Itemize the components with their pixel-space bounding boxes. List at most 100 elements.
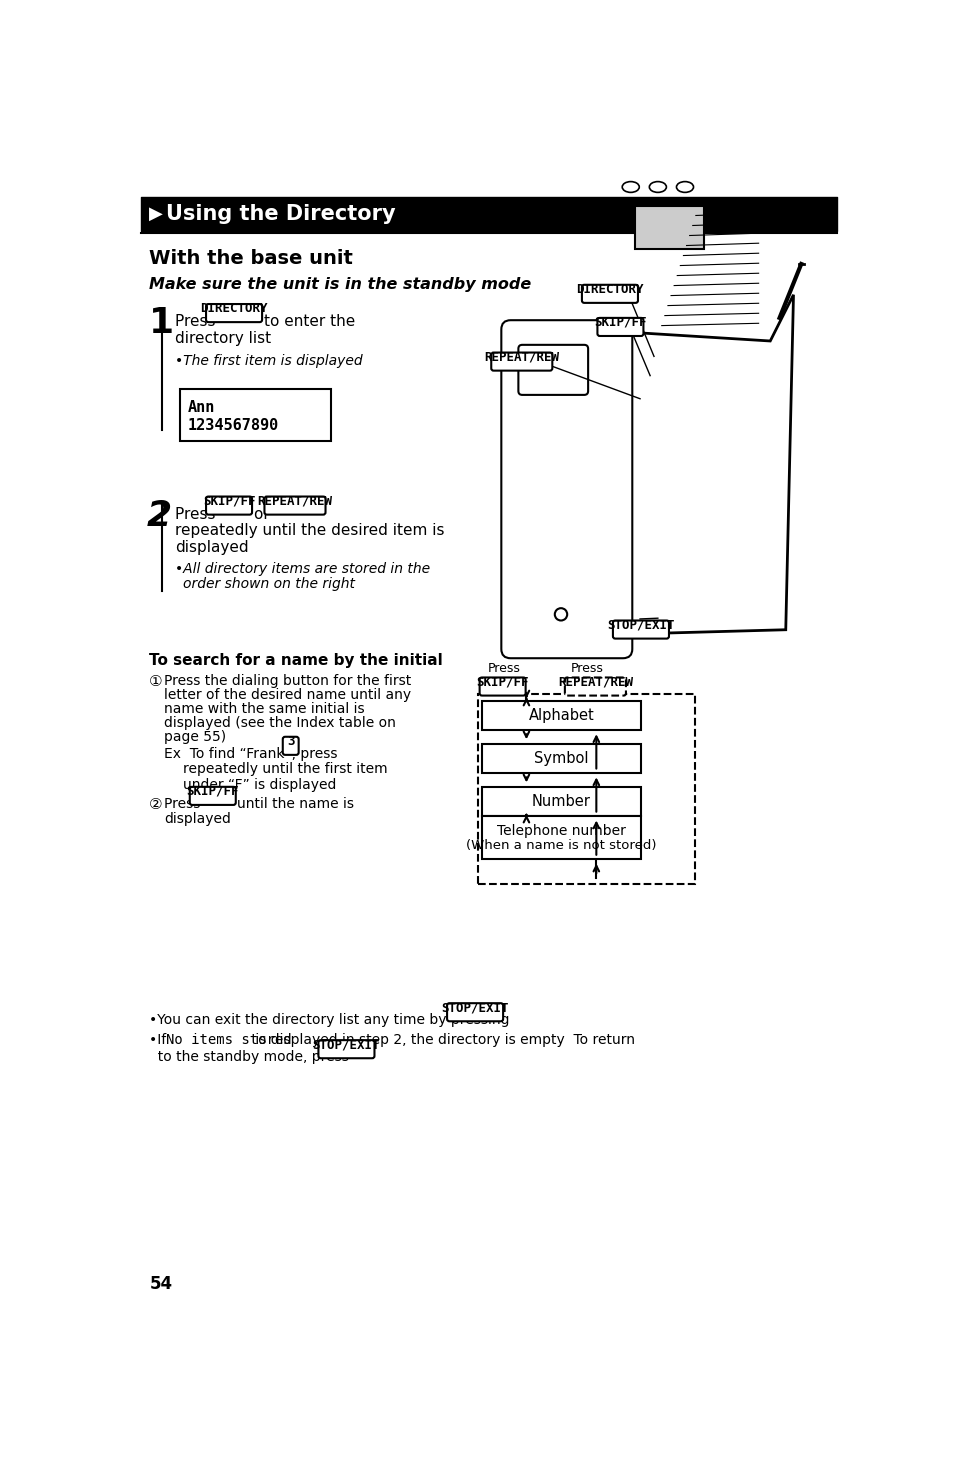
FancyBboxPatch shape	[500, 320, 632, 658]
Circle shape	[623, 64, 629, 70]
Text: SKIP/FF: SKIP/FF	[187, 785, 239, 798]
Polygon shape	[506, 295, 793, 637]
Text: Press: Press	[174, 314, 220, 329]
Text: Ex  To find “Frank”, press: Ex To find “Frank”, press	[164, 747, 342, 760]
Bar	[634, 206, 703, 249]
Bar	[481, 787, 640, 816]
Text: REPEAT/REW: REPEAT/REW	[484, 351, 558, 364]
Text: Number: Number	[532, 794, 590, 808]
Text: repeatedly until the first item: repeatedly until the first item	[183, 762, 387, 776]
Text: 54: 54	[150, 1275, 173, 1294]
Ellipse shape	[676, 139, 693, 149]
Text: repeatedly until the desired item is: repeatedly until the desired item is	[174, 523, 444, 538]
Text: SKIP/FF: SKIP/FF	[476, 675, 528, 689]
Bar	[477, 694, 695, 885]
FancyBboxPatch shape	[564, 677, 625, 696]
FancyBboxPatch shape	[517, 345, 587, 395]
Text: page 55): page 55)	[164, 730, 226, 744]
FancyBboxPatch shape	[206, 497, 252, 515]
Ellipse shape	[621, 181, 639, 193]
Ellipse shape	[676, 181, 693, 193]
Circle shape	[555, 608, 567, 620]
Bar	[481, 700, 640, 730]
Text: SKIP/FF: SKIP/FF	[594, 316, 646, 329]
Text: •If: •If	[149, 1034, 171, 1047]
Text: name with the same initial is: name with the same initial is	[164, 702, 364, 716]
FancyBboxPatch shape	[264, 497, 325, 515]
Ellipse shape	[676, 117, 693, 127]
Bar	[481, 816, 640, 860]
Text: No items stored: No items stored	[166, 1034, 291, 1047]
Text: Ann: Ann	[187, 399, 214, 415]
Ellipse shape	[621, 159, 639, 171]
Ellipse shape	[645, 80, 669, 94]
Text: under “F” is displayed: under “F” is displayed	[183, 778, 335, 791]
Text: displayed (see the Index table on: displayed (see the Index table on	[164, 716, 395, 730]
Text: DIRECTORY: DIRECTORY	[200, 303, 268, 314]
Text: (When a name is not stored): (When a name is not stored)	[466, 839, 656, 852]
Text: 1: 1	[149, 307, 173, 341]
Text: Press: Press	[571, 662, 603, 675]
Ellipse shape	[649, 159, 666, 171]
Text: ②: ②	[149, 797, 162, 811]
Text: 1234567890: 1234567890	[187, 418, 278, 433]
Text: STOP/EXIT: STOP/EXIT	[313, 1038, 380, 1051]
Ellipse shape	[621, 117, 639, 127]
Text: or: or	[253, 506, 274, 522]
FancyBboxPatch shape	[206, 304, 262, 322]
FancyBboxPatch shape	[491, 352, 552, 371]
Text: Press the dialing button for the first: Press the dialing button for the first	[164, 674, 411, 689]
Text: REPEAT/REW: REPEAT/REW	[257, 494, 333, 507]
Text: letter of the desired name until any: letter of the desired name until any	[164, 689, 411, 702]
Bar	[481, 744, 640, 773]
Text: STOP/EXIT: STOP/EXIT	[441, 1001, 508, 1015]
Text: is displayed in step 2, the directory is empty  To return: is displayed in step 2, the directory is…	[251, 1034, 635, 1047]
Bar	[179, 389, 331, 442]
FancyBboxPatch shape	[282, 737, 298, 754]
Text: to enter the: to enter the	[263, 314, 355, 329]
FancyBboxPatch shape	[190, 787, 235, 806]
FancyBboxPatch shape	[318, 1039, 375, 1058]
Ellipse shape	[621, 139, 639, 149]
Text: SKIP/FF: SKIP/FF	[203, 494, 255, 507]
Text: Symbol: Symbol	[534, 751, 588, 766]
Text: Make sure the unit is in the standby mode: Make sure the unit is in the standby mod…	[149, 278, 531, 292]
Text: directory list: directory list	[174, 330, 271, 346]
Ellipse shape	[678, 96, 691, 105]
Text: To search for a name by the initial: To search for a name by the initial	[149, 654, 442, 668]
Text: order shown on the right: order shown on the right	[183, 577, 355, 592]
Text: DIRECTORY: DIRECTORY	[576, 282, 643, 295]
FancyBboxPatch shape	[479, 677, 525, 696]
Text: •All directory items are stored in the: •All directory items are stored in the	[174, 561, 430, 576]
Text: REPEAT/REW: REPEAT/REW	[558, 675, 632, 689]
Text: •You can exit the directory list any time by pressing: •You can exit the directory list any tim…	[149, 1013, 513, 1028]
Ellipse shape	[676, 159, 693, 171]
Circle shape	[635, 64, 641, 70]
Ellipse shape	[649, 117, 666, 127]
Text: Telephone number: Telephone number	[497, 825, 625, 839]
Ellipse shape	[649, 139, 666, 149]
Text: until the name is: until the name is	[237, 797, 354, 811]
FancyBboxPatch shape	[581, 285, 638, 303]
Text: Press: Press	[164, 797, 205, 811]
Text: displayed: displayed	[164, 813, 231, 826]
FancyBboxPatch shape	[597, 317, 642, 336]
Text: Press: Press	[174, 506, 220, 522]
Ellipse shape	[623, 96, 637, 105]
Text: 2: 2	[147, 499, 172, 532]
Text: displayed: displayed	[174, 541, 249, 556]
Ellipse shape	[649, 181, 666, 193]
Text: ▶: ▶	[149, 205, 162, 222]
Text: ①: ①	[149, 674, 162, 690]
Text: Using the Directory: Using the Directory	[166, 203, 395, 224]
Circle shape	[612, 64, 618, 70]
Text: Press: Press	[488, 662, 520, 675]
FancyBboxPatch shape	[447, 1003, 502, 1022]
Text: STOP/EXIT: STOP/EXIT	[606, 618, 674, 632]
Text: to the standby mode, press: to the standby mode, press	[149, 1050, 353, 1064]
Text: •The first item is displayed: •The first item is displayed	[174, 354, 362, 368]
FancyBboxPatch shape	[612, 620, 668, 639]
Text: 3: 3	[287, 735, 294, 747]
Text: With the base unit: With the base unit	[149, 249, 353, 268]
Text: Alphabet: Alphabet	[528, 708, 594, 722]
